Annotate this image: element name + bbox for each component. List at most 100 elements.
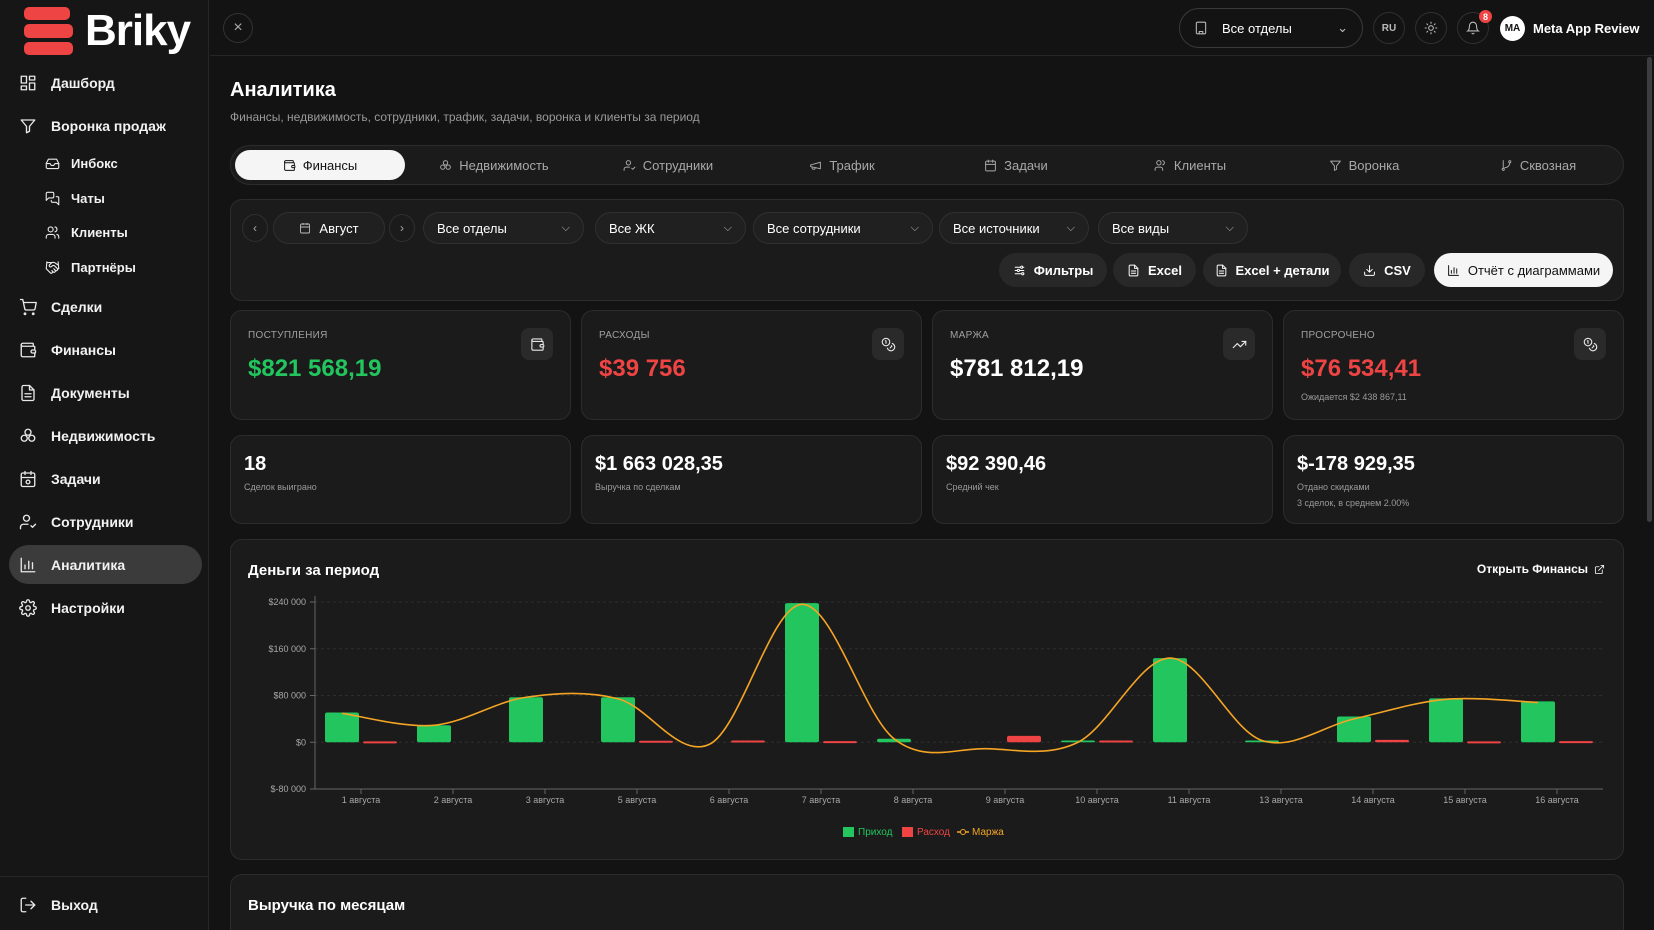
file-icon <box>1128 264 1139 276</box>
download-icon <box>1364 264 1375 276</box>
stat-value: $1 663 028,35 <box>595 453 723 475</box>
filters-panel: ‹ Август › Все отделы ⌵ Все ЖК ⌵ Все сот… <box>230 199 1624 301</box>
sidebar-item-label: Аналитика <box>51 556 126 573</box>
sidebar-item-dashboard[interactable]: Дашборд <box>9 63 202 102</box>
sidebar-item-partners[interactable]: Партнёры <box>32 252 202 282</box>
chart-report-button[interactable]: Отчёт с диаграммами <box>1434 253 1613 287</box>
close-sidebar-button[interactable]: × <box>223 13 253 43</box>
department-filter[interactable]: Все отделы ⌵ <box>423 212 584 244</box>
chevron-down-icon: ⌵ <box>561 221 570 234</box>
types-filter[interactable]: Все виды ⌵ <box>1098 212 1248 244</box>
sidebar-item-label: Сделки <box>51 298 103 315</box>
avatar: MA <box>1500 15 1525 41</box>
stat-label: Сделок выиграно <box>244 482 317 492</box>
tab-label: Задачи <box>1004 157 1048 173</box>
employees-filter[interactable]: Все сотрудники ⌵ <box>753 212 933 244</box>
bar-income <box>325 712 359 743</box>
csv-export-button[interactable]: CSV <box>1349 253 1425 287</box>
tab-label: Клиенты <box>1173 157 1227 173</box>
sidebar-item-property[interactable]: Недвижимость <box>9 416 202 455</box>
sidebar-item-settings[interactable]: Настройки <box>9 588 202 627</box>
sidebar-item-clients-sub[interactable]: Клиенты <box>32 217 202 247</box>
month-picker[interactable]: Август <box>273 212 385 244</box>
x-tick-label: 9 августа <box>986 795 1025 805</box>
prev-period-button[interactable]: ‹ <box>242 214 268 242</box>
tab-funnel[interactable]: Воронка <box>1279 150 1449 180</box>
sidebar-item-label: Чаты <box>71 190 105 206</box>
close-icon: × <box>233 19 243 36</box>
open-finance-link[interactable]: Открыть Финансы <box>1477 562 1605 576</box>
theme-toggle-button[interactable] <box>1415 12 1447 44</box>
bell-icon <box>1466 21 1480 35</box>
kpi-value: $39 756 <box>599 355 686 382</box>
sidebar-item-sales-funnel[interactable]: Воронка продаж <box>9 106 202 145</box>
chevron-down-icon: ⌵ <box>1225 221 1234 234</box>
x-tick-label: 2 августа <box>434 795 473 805</box>
employees-icon <box>623 159 636 171</box>
sidebar-item-deals[interactable]: Сделки <box>9 287 202 326</box>
tab-end-to-end[interactable]: Сквозная <box>1453 150 1623 180</box>
property-icon <box>19 427 37 445</box>
excel-export-button[interactable]: Excel <box>1113 253 1196 287</box>
user-menu[interactable]: MA Meta App Review <box>1500 12 1639 44</box>
calendar-icon <box>300 223 311 234</box>
excel-button-label: Excel <box>1148 262 1182 278</box>
scrollbar[interactable] <box>1647 57 1652 522</box>
language-button[interactable]: RU <box>1373 12 1405 44</box>
y-tick-label: $240 000 <box>268 597 306 607</box>
tab-label: Сотрудники <box>642 157 714 173</box>
chart-report-button-label: Отчёт с диаграммами <box>1467 262 1601 278</box>
kpi-label: ПРОСРОЧЕНО <box>1301 330 1375 341</box>
stat-label: Выручка по сделкам <box>595 482 681 492</box>
sidebar-item-inbox[interactable]: Инбокс <box>32 148 202 178</box>
tab-traffic[interactable]: Трафик <box>757 150 927 180</box>
tab-finance[interactable]: Финансы <box>235 150 405 180</box>
chevron-down-icon: ⌵ <box>723 221 732 234</box>
tab-clients[interactable]: Клиенты <box>1105 150 1275 180</box>
sidebar-item-label: Дашборд <box>51 74 115 91</box>
types-filter-value: Все виды <box>1112 220 1170 236</box>
csv-button-label: CSV <box>1384 262 1411 278</box>
tab-tasks[interactable]: Задачи <box>931 150 1101 180</box>
sidebar-item-tasks[interactable]: Задачи <box>9 459 202 498</box>
legend-label: Приход <box>858 827 893 838</box>
sidebar-item-documents[interactable]: Документы <box>9 373 202 412</box>
sidebar-item-chats[interactable]: Чаты <box>32 183 202 213</box>
stat-label: Средний чек <box>946 482 999 492</box>
sidebar-item-finance[interactable]: Финансы <box>9 330 202 369</box>
sources-filter[interactable]: Все источники ⌵ <box>939 212 1089 244</box>
complex-filter-value: Все ЖК <box>609 220 655 236</box>
excel-details-export-button[interactable]: Excel + детали <box>1203 253 1341 287</box>
clients-icon <box>43 223 61 241</box>
analytics-tabs: Финансы Недвижимость Сотрудники Трафик З… <box>230 145 1624 185</box>
bar-expense <box>639 740 673 743</box>
x-tick-label: 6 августа <box>710 795 749 805</box>
bar-expense <box>823 741 857 744</box>
logout-button[interactable]: Выход <box>9 885 202 924</box>
document-icon <box>19 384 37 402</box>
sidebar-item-label: Задачи <box>51 470 101 487</box>
wallet-icon <box>521 328 553 360</box>
x-tick-label: 11 августа <box>1168 795 1211 805</box>
legend-marker <box>902 827 913 837</box>
kpi-value: $781 812,19 <box>950 355 1084 382</box>
bar-income <box>1153 658 1187 743</box>
sidebar-item-label: Недвижимость <box>51 427 156 444</box>
dashboard-icon <box>19 74 37 92</box>
notifications-button[interactable]: 8 <box>1457 10 1492 44</box>
legend-label: Расход <box>917 827 950 838</box>
logo[interactable]: Briky <box>24 6 191 56</box>
next-period-button[interactable]: › <box>389 214 415 242</box>
building-icon <box>1195 21 1207 35</box>
department-select[interactable]: Все отделы ⌄ <box>1179 8 1363 48</box>
sidebar-item-analytics[interactable]: Аналитика <box>9 545 202 584</box>
x-tick-label: 1 августа <box>342 795 381 805</box>
complex-filter[interactable]: Все ЖК ⌵ <box>595 212 746 244</box>
employees-filter-value: Все сотрудники <box>767 220 861 236</box>
bar-income <box>1337 716 1371 743</box>
tab-property[interactable]: Недвижимость <box>409 150 579 180</box>
tab-employees[interactable]: Сотрудники <box>583 150 753 180</box>
bar-income <box>601 697 635 743</box>
filters-button[interactable]: Фильтры <box>999 253 1107 287</box>
sidebar-item-employees[interactable]: Сотрудники <box>9 502 202 541</box>
